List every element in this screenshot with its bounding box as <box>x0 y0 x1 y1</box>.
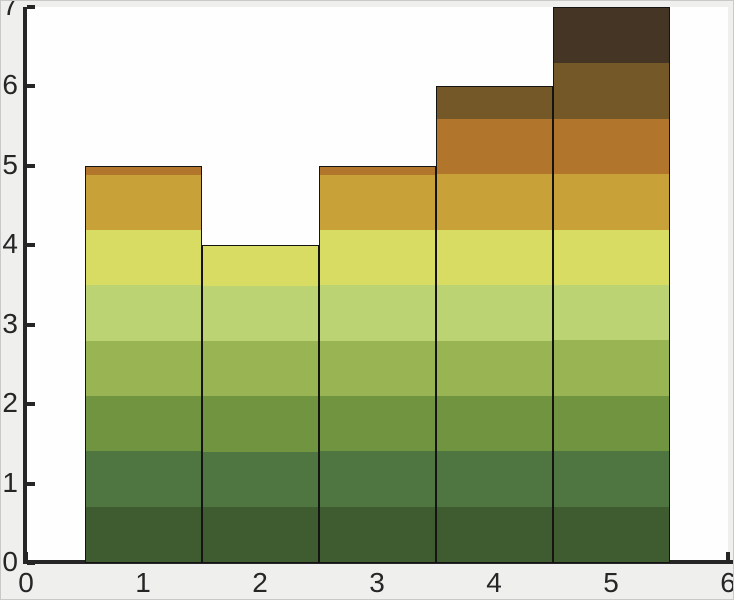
colormap-band <box>319 174 435 231</box>
colormap-band <box>553 118 669 175</box>
y-tick-mark <box>27 243 35 248</box>
colormap-band <box>436 119 552 175</box>
y-tick-mark <box>27 163 35 168</box>
colormap-band <box>319 451 435 507</box>
colormap-band <box>85 230 201 286</box>
colormap-band <box>202 506 318 562</box>
colormap-band <box>85 174 201 231</box>
x-tick-label: 0 <box>18 567 34 598</box>
colormap-band <box>85 451 201 507</box>
colormap-band <box>85 340 201 397</box>
colormap-band <box>553 229 669 285</box>
colormap-band <box>553 506 669 562</box>
colormap-band <box>436 395 552 452</box>
x-tick-label: 2 <box>252 567 268 598</box>
y-tick-mark <box>27 322 35 327</box>
x-tick-label: 6 <box>708 569 733 597</box>
y-tick-mark <box>27 5 35 9</box>
histogram-bar-x1 <box>84 165 202 563</box>
colormap-band <box>85 506 201 562</box>
y-tick-mark <box>27 481 35 486</box>
x-tick-label: 5 <box>603 567 619 598</box>
colormap-band <box>553 340 669 396</box>
colormap-band <box>85 166 201 175</box>
colormap-band <box>553 63 669 119</box>
histogram-bar-x3 <box>318 165 436 563</box>
y-tick-label: 3 <box>2 307 18 339</box>
y-axis-spine <box>23 7 27 564</box>
colormap-band <box>553 8 669 64</box>
colormap-band <box>319 506 435 562</box>
colormap-band <box>85 396 201 452</box>
colormap-band <box>553 174 669 230</box>
colormap-band <box>553 451 669 507</box>
x-tick-label: 1 <box>135 567 151 598</box>
y-tick-label: 7 <box>2 0 18 21</box>
colormap-band <box>436 506 552 562</box>
colormap-band <box>319 230 435 286</box>
colormap-band <box>436 87 552 120</box>
y-tick-label: 6 <box>2 69 18 101</box>
colormap-band <box>319 340 435 397</box>
colormap-band <box>553 395 669 452</box>
y-tick-mark <box>27 402 35 407</box>
y-tick-label: 2 <box>2 387 18 419</box>
y-tick-label: 5 <box>2 148 18 180</box>
colormap-band <box>202 246 318 286</box>
colormap-band <box>436 229 552 286</box>
colormap-band <box>202 341 318 397</box>
colormap-band <box>85 285 201 341</box>
colormap-band <box>319 285 435 341</box>
colormap-band <box>436 451 552 507</box>
histogram-bar-x5 <box>552 7 670 563</box>
histogram-bar-x2 <box>201 245 319 563</box>
colormap-band <box>202 396 318 452</box>
colormap-band <box>202 285 318 341</box>
colormap-band <box>319 396 435 452</box>
colormap-band <box>553 285 669 341</box>
colormap-band <box>202 451 318 507</box>
x-tick-label: 4 <box>486 567 502 598</box>
colormap-band <box>436 174 552 230</box>
histogram-bar-x4 <box>435 86 553 563</box>
x-tick-mark <box>726 552 730 560</box>
y-tick-label: 1 <box>2 466 18 498</box>
x-tick-label: 3 <box>369 567 385 598</box>
y-tick-label: 0 <box>2 546 18 577</box>
colormap-band <box>436 285 552 341</box>
y-tick-label: 4 <box>2 228 18 260</box>
y-tick-mark <box>27 84 35 89</box>
colormap-band <box>436 340 552 396</box>
colormap-band <box>319 166 435 175</box>
